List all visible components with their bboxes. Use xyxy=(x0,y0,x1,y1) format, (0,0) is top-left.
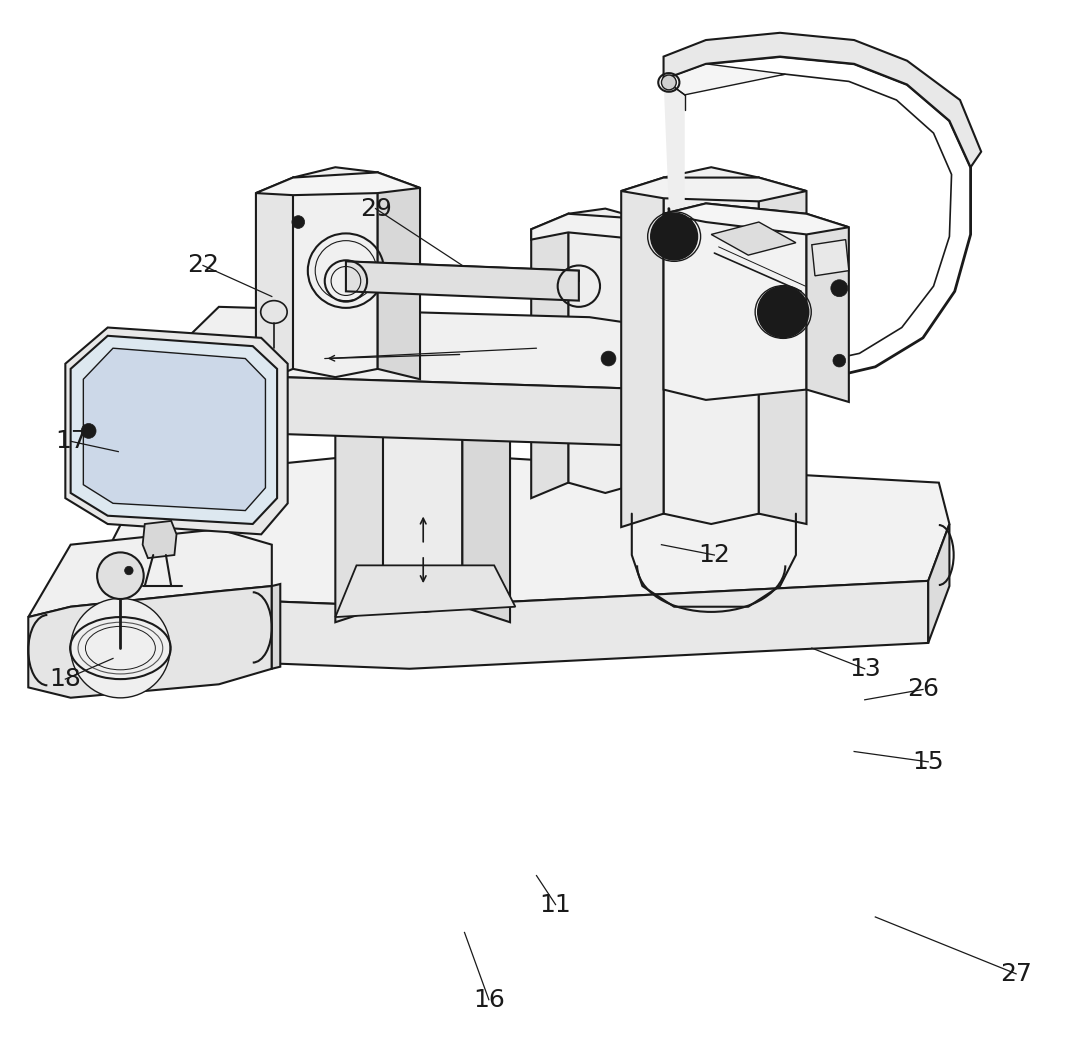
Circle shape xyxy=(651,213,697,260)
Polygon shape xyxy=(663,32,981,168)
Polygon shape xyxy=(256,177,293,385)
Polygon shape xyxy=(346,261,578,301)
Polygon shape xyxy=(663,64,785,94)
Circle shape xyxy=(71,598,171,698)
Polygon shape xyxy=(531,214,685,240)
Text: 13: 13 xyxy=(849,657,881,681)
Polygon shape xyxy=(663,203,807,400)
Circle shape xyxy=(833,354,846,367)
Polygon shape xyxy=(807,214,849,402)
Polygon shape xyxy=(663,203,849,235)
Polygon shape xyxy=(663,80,685,214)
Polygon shape xyxy=(462,395,510,623)
Polygon shape xyxy=(531,214,569,498)
Polygon shape xyxy=(812,240,849,276)
Text: 18: 18 xyxy=(49,668,82,691)
Circle shape xyxy=(124,566,133,574)
Text: 22: 22 xyxy=(187,254,219,278)
Text: 12: 12 xyxy=(699,543,731,567)
Text: 29: 29 xyxy=(359,197,392,220)
Text: 27: 27 xyxy=(1000,962,1032,986)
Text: 17: 17 xyxy=(55,430,87,454)
Circle shape xyxy=(831,280,848,297)
Polygon shape xyxy=(28,529,271,617)
Circle shape xyxy=(758,286,809,337)
Polygon shape xyxy=(65,328,288,534)
Polygon shape xyxy=(717,353,727,436)
Polygon shape xyxy=(336,395,383,623)
Text: 16: 16 xyxy=(473,987,504,1011)
Polygon shape xyxy=(293,168,378,377)
Polygon shape xyxy=(336,395,510,429)
Text: 11: 11 xyxy=(540,893,572,917)
Polygon shape xyxy=(336,565,515,617)
Polygon shape xyxy=(143,521,177,559)
Polygon shape xyxy=(97,452,950,607)
Polygon shape xyxy=(663,168,759,524)
Polygon shape xyxy=(759,177,807,524)
Polygon shape xyxy=(84,348,265,510)
Text: 26: 26 xyxy=(907,677,939,701)
Polygon shape xyxy=(271,584,280,669)
Polygon shape xyxy=(621,177,663,527)
Polygon shape xyxy=(71,335,277,524)
Circle shape xyxy=(661,75,676,90)
Polygon shape xyxy=(928,524,950,642)
Polygon shape xyxy=(172,348,177,406)
Circle shape xyxy=(97,552,144,599)
Text: 15: 15 xyxy=(912,750,944,773)
Polygon shape xyxy=(177,348,717,446)
Polygon shape xyxy=(621,177,807,201)
Polygon shape xyxy=(256,173,420,195)
Polygon shape xyxy=(569,209,643,493)
Polygon shape xyxy=(97,570,928,669)
Circle shape xyxy=(292,216,305,228)
Polygon shape xyxy=(177,307,727,390)
Polygon shape xyxy=(346,261,578,281)
Circle shape xyxy=(82,423,97,438)
Polygon shape xyxy=(643,219,685,498)
Polygon shape xyxy=(28,586,271,698)
Polygon shape xyxy=(383,390,462,612)
Circle shape xyxy=(601,351,616,366)
Polygon shape xyxy=(378,173,420,379)
Polygon shape xyxy=(711,222,796,255)
